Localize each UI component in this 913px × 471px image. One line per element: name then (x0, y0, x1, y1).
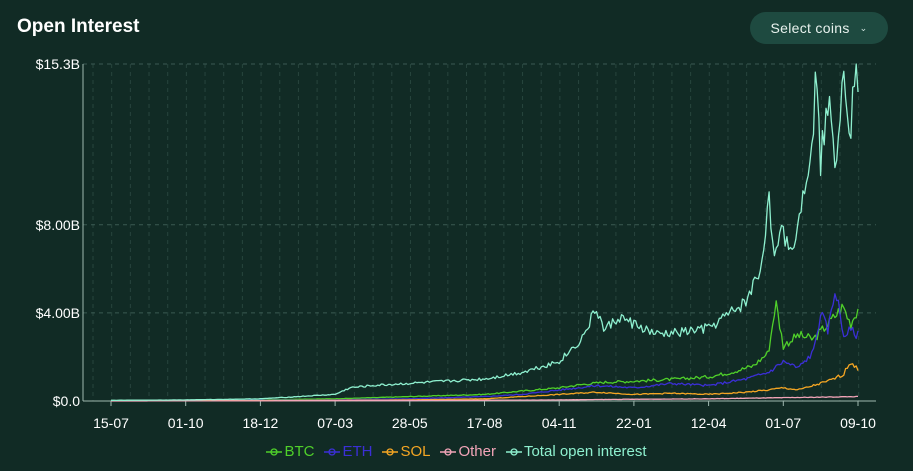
x-tick-label: 09-10 (840, 415, 876, 431)
y-tick-label: $15.3B (36, 56, 80, 72)
series-line-sol (111, 363, 859, 402)
legend: BTC ETH SOL Other Total open interest (0, 443, 913, 460)
legend-item-sol[interactable]: SOL (382, 443, 430, 460)
y-tick-label: $0.0 (53, 393, 80, 409)
series-line-eth (111, 293, 859, 402)
x-tick-label: 15-07 (93, 415, 129, 431)
legend-label: Total open interest (523, 443, 647, 460)
chevron-down-icon: ⌄ (859, 22, 868, 33)
legend-item-eth[interactable]: ETH (324, 443, 372, 460)
x-tick-label: 12-04 (691, 415, 727, 431)
x-tick-label: 07-03 (317, 415, 353, 431)
legend-item-total[interactable]: Total open interest (505, 443, 647, 460)
legend-swatch-icon (505, 447, 522, 456)
x-tick-label: 18-12 (242, 415, 278, 431)
x-tick-label: 22-01 (616, 415, 652, 431)
x-tick-label: 28-05 (392, 415, 428, 431)
legend-item-other[interactable]: Other (440, 443, 496, 460)
x-tick-label: 01-07 (765, 415, 801, 431)
legend-label: SOL (400, 443, 431, 460)
select-coins-button[interactable]: Select coins ⌄ (750, 12, 888, 44)
legend-swatch-icon (440, 447, 457, 456)
y-tick-label: $8.00B (36, 217, 80, 233)
grid (83, 63, 876, 402)
legend-swatch-icon (324, 447, 341, 456)
axes: $0.0 $4.00B $8.00B $15.3B 15-07 01-10 18-12 07-… (36, 56, 876, 431)
legend-label: BTC (284, 443, 315, 460)
series-line-total (111, 63, 859, 402)
legend-swatch-icon (382, 447, 399, 456)
x-tick-label: 04-11 (542, 415, 577, 431)
y-tick-label: $4.00B (36, 305, 80, 321)
series-line-other (111, 395, 858, 402)
series-line-btc (111, 300, 859, 402)
x-tick-label: 17-08 (467, 415, 503, 431)
legend-item-btc[interactable]: BTC (266, 443, 314, 460)
legend-label: ETH (342, 443, 373, 460)
select-coins-label: Select coins (770, 20, 850, 36)
legend-label: Other (458, 443, 496, 460)
chart-title: Open Interest (17, 16, 140, 37)
series-lines (111, 63, 859, 402)
legend-swatch-icon (266, 447, 283, 456)
x-tick-label: 01-10 (168, 415, 204, 431)
